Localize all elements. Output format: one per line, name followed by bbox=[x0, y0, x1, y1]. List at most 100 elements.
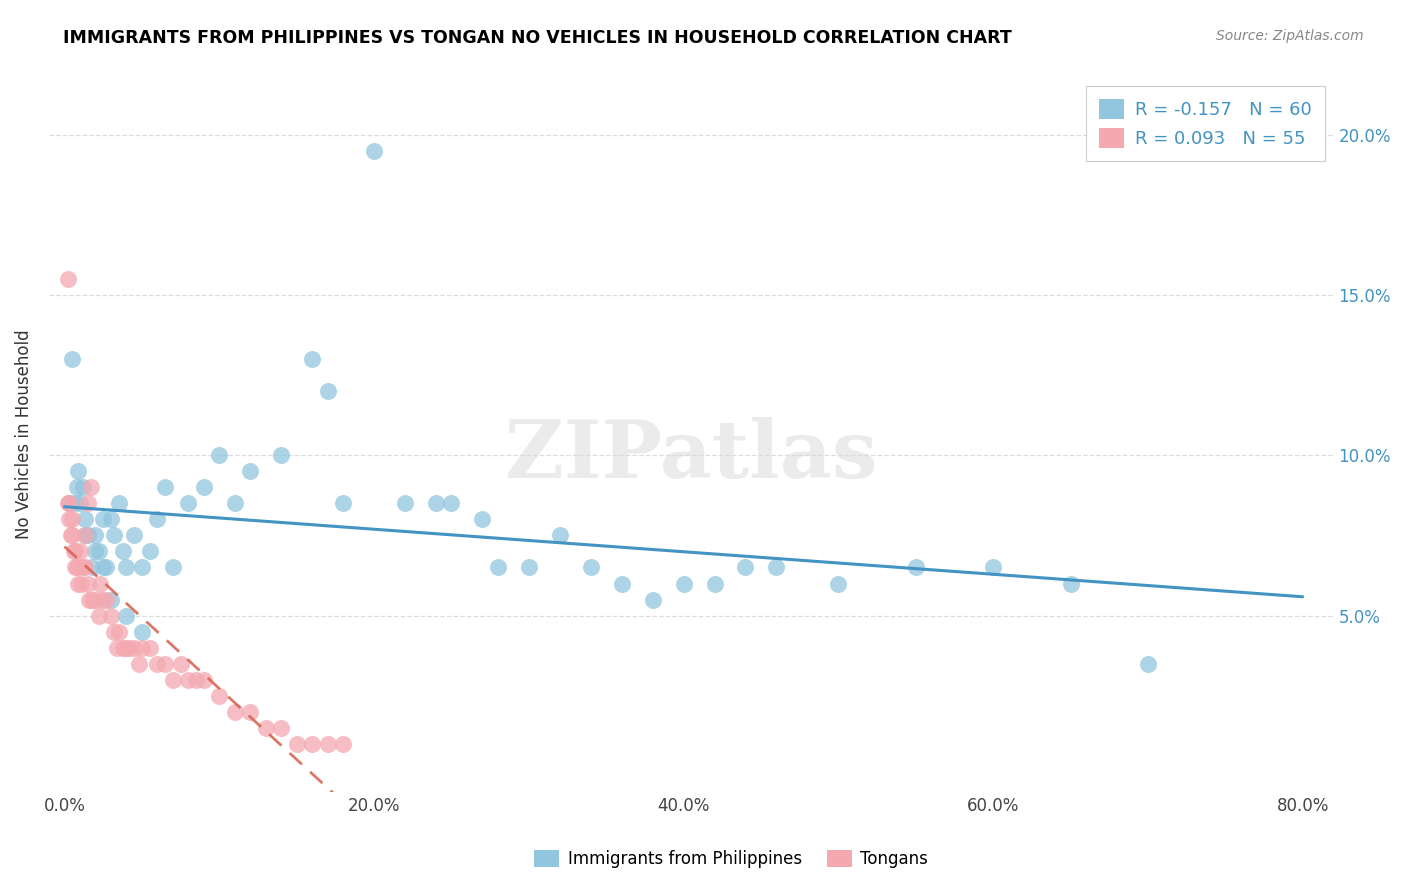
Point bbox=[84, 544, 107, 558]
Point bbox=[486, 560, 509, 574]
Point bbox=[72, 480, 94, 494]
Point bbox=[131, 640, 153, 655]
Point bbox=[548, 528, 571, 542]
Point bbox=[73, 528, 96, 542]
Point bbox=[91, 512, 114, 526]
Point bbox=[153, 657, 176, 671]
Point bbox=[131, 560, 153, 574]
Point bbox=[122, 528, 145, 542]
Point bbox=[58, 496, 80, 510]
Point bbox=[270, 721, 292, 735]
Point bbox=[76, 528, 98, 542]
Point bbox=[641, 592, 664, 607]
Point bbox=[96, 560, 118, 574]
Text: IMMIGRANTS FROM PHILIPPINES VS TONGAN NO VEHICLES IN HOUSEHOLD CORRELATION CHART: IMMIGRANTS FROM PHILIPPINES VS TONGAN NO… bbox=[63, 29, 1012, 46]
Point bbox=[56, 496, 79, 510]
Point bbox=[103, 528, 125, 542]
Point bbox=[115, 608, 138, 623]
Point bbox=[146, 512, 169, 526]
Point bbox=[1136, 657, 1159, 671]
Point bbox=[138, 640, 160, 655]
Point bbox=[80, 480, 103, 494]
Point bbox=[224, 496, 246, 510]
Point bbox=[332, 737, 354, 751]
Point bbox=[254, 721, 277, 735]
Point bbox=[138, 544, 160, 558]
Point bbox=[672, 576, 695, 591]
Point bbox=[58, 512, 80, 526]
Point bbox=[301, 737, 323, 751]
Point bbox=[69, 544, 91, 558]
Point bbox=[67, 560, 90, 574]
Point bbox=[115, 640, 138, 655]
Point bbox=[131, 624, 153, 639]
Point bbox=[193, 480, 215, 494]
Point bbox=[440, 496, 463, 510]
Point bbox=[703, 576, 725, 591]
Point bbox=[169, 657, 191, 671]
Point bbox=[112, 640, 135, 655]
Point bbox=[73, 528, 96, 542]
Point bbox=[316, 737, 339, 751]
Point bbox=[56, 272, 79, 286]
Point bbox=[270, 449, 292, 463]
Point bbox=[517, 560, 540, 574]
Point bbox=[58, 496, 80, 510]
Point bbox=[1059, 576, 1081, 591]
Point bbox=[73, 560, 96, 574]
Point bbox=[66, 480, 89, 494]
Point bbox=[734, 560, 756, 574]
Point bbox=[76, 496, 98, 510]
Point bbox=[73, 512, 96, 526]
Point bbox=[224, 705, 246, 719]
Point bbox=[112, 544, 135, 558]
Point bbox=[105, 640, 128, 655]
Point bbox=[827, 576, 849, 591]
Point bbox=[177, 673, 200, 687]
Point bbox=[193, 673, 215, 687]
Point bbox=[107, 496, 129, 510]
Point bbox=[285, 737, 308, 751]
Point bbox=[84, 592, 107, 607]
Point bbox=[60, 352, 83, 367]
Point bbox=[107, 624, 129, 639]
Point bbox=[100, 512, 122, 526]
Point bbox=[981, 560, 1004, 574]
Point bbox=[208, 449, 231, 463]
Point bbox=[425, 496, 447, 510]
Legend: Immigrants from Philippines, Tongans: Immigrants from Philippines, Tongans bbox=[527, 843, 935, 875]
Point bbox=[332, 496, 354, 510]
Point bbox=[118, 640, 141, 655]
Point bbox=[765, 560, 787, 574]
Point bbox=[65, 544, 87, 558]
Text: ZIPatlas: ZIPatlas bbox=[505, 417, 877, 495]
Legend: R = -0.157   N = 60, R = 0.093   N = 55: R = -0.157 N = 60, R = 0.093 N = 55 bbox=[1087, 87, 1324, 161]
Point bbox=[115, 560, 138, 574]
Point bbox=[82, 560, 104, 574]
Point bbox=[96, 592, 118, 607]
Point bbox=[162, 560, 184, 574]
Point bbox=[84, 528, 107, 542]
Point bbox=[91, 592, 114, 607]
Point bbox=[67, 464, 90, 478]
Point bbox=[87, 544, 110, 558]
Point bbox=[153, 480, 176, 494]
Point bbox=[363, 144, 385, 158]
Text: Source: ZipAtlas.com: Source: ZipAtlas.com bbox=[1216, 29, 1364, 43]
Point bbox=[77, 592, 100, 607]
Point bbox=[177, 496, 200, 510]
Point bbox=[72, 560, 94, 574]
Point bbox=[82, 592, 104, 607]
Point bbox=[69, 496, 91, 510]
Point bbox=[87, 608, 110, 623]
Point bbox=[239, 705, 262, 719]
Point bbox=[316, 384, 339, 399]
Point bbox=[100, 608, 122, 623]
Point bbox=[65, 496, 87, 510]
Point bbox=[67, 576, 90, 591]
Point bbox=[146, 657, 169, 671]
Y-axis label: No Vehicles in Household: No Vehicles in Household bbox=[15, 330, 32, 540]
Point bbox=[122, 640, 145, 655]
Point bbox=[184, 673, 207, 687]
Point bbox=[70, 576, 93, 591]
